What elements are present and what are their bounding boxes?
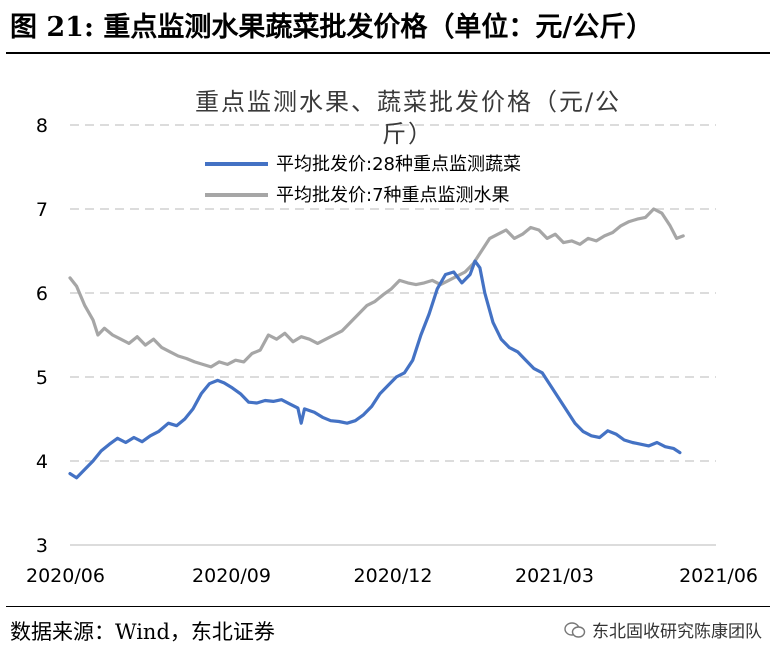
y-tick-label: 5	[36, 367, 48, 389]
x-axis: 2020/06 2020/09 2020/12 2021/03 2021/06	[26, 544, 758, 587]
line-chart: 3 4 5 6 7 8 2020/06 2020/09 2020/12 2021/03 2021/…	[26, 88, 758, 587]
legend-label-fruits: 平均批发价:7种重点监测水果	[276, 185, 510, 206]
chart-title-line-1: 重点监测水果、蔬菜批发价格（元/公	[195, 88, 621, 116]
legend: 平均批发价:28种重点监测蔬菜 平均批发价:7种重点监测水果	[205, 154, 521, 206]
y-tick-label: 8	[36, 115, 48, 137]
chart-title-line-2: 斤）	[382, 120, 434, 148]
legend-label-vegetables: 平均批发价:28种重点监测蔬菜	[276, 154, 521, 175]
y-axis: 3 4 5 6 7 8	[36, 115, 48, 557]
wechat-icon	[564, 621, 586, 638]
figure-title: 图 21: 重点监测水果蔬菜批发价格（单位：元/公斤）	[10, 12, 654, 43]
x-tick-label: 2021/06	[679, 565, 758, 587]
y-tick-label: 3	[36, 535, 48, 557]
x-tick-label: 2020/09	[192, 565, 271, 587]
bottom-rule	[6, 606, 770, 607]
top-rule	[6, 52, 770, 54]
y-tick-label: 4	[36, 451, 48, 473]
watermark: 东北固收研究陈康团队	[564, 617, 762, 642]
series-lines	[68, 207, 685, 480]
source-note: 数据来源：Wind，东北证券	[10, 620, 275, 644]
x-tick-label: 2021/03	[515, 565, 594, 587]
y-tick-label: 7	[36, 199, 48, 221]
series-line-vegetables	[68, 259, 682, 480]
gridlines	[70, 124, 716, 462]
y-tick-label: 6	[36, 283, 48, 305]
series-line-fruits	[68, 207, 685, 369]
x-tick-label: 2020/06	[26, 565, 105, 587]
x-tick-label: 2020/12	[354, 565, 433, 587]
watermark-text: 东北固收研究陈康团队	[592, 622, 762, 642]
